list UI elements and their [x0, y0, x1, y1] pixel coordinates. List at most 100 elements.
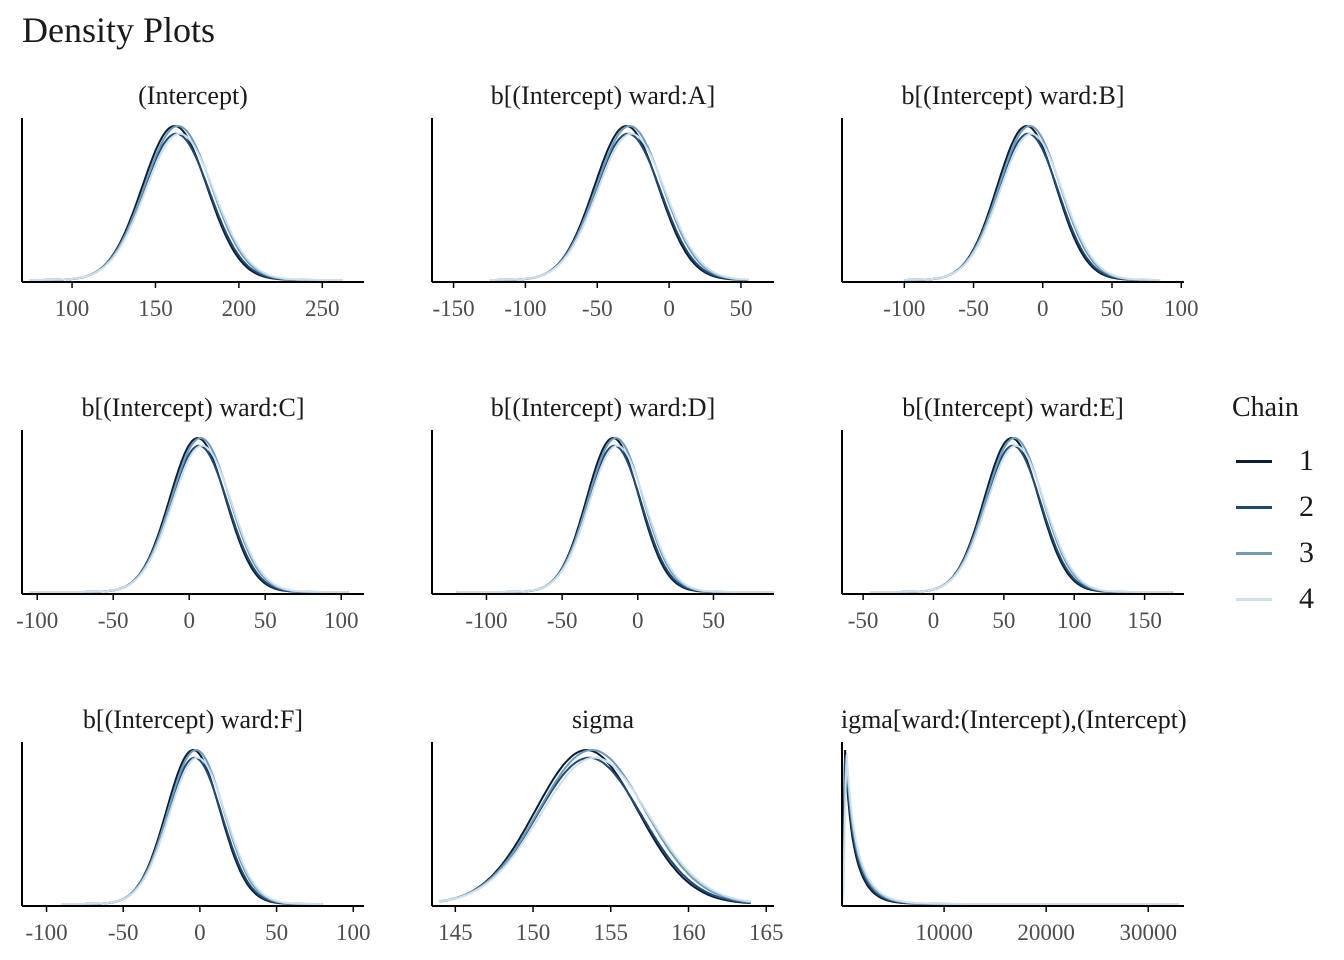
density-line-chain-1: [841, 749, 1179, 905]
x-tick-label: 20000: [1017, 920, 1075, 945]
density-panel: sigma[ward:(Intercept),(Intercept)] 10000…: [831, 705, 1196, 945]
x-tick-label: 0: [1037, 296, 1049, 321]
x-tick-label: 50: [702, 608, 725, 633]
density-line-chain-2: [456, 444, 774, 593]
density-line-chain-3: [841, 761, 1179, 905]
density-line-chain-1: [29, 436, 349, 593]
density-curves: [489, 124, 749, 281]
panel-title: b[(Intercept) ward:B]: [901, 81, 1124, 110]
x-tick-label: 50: [729, 296, 752, 321]
panel-title: (Intercept): [138, 81, 248, 110]
density-line-chain-3: [29, 436, 349, 593]
density-curves: [456, 436, 774, 593]
panel-title: sigma: [572, 705, 635, 734]
x-tick-label: 150: [1127, 608, 1162, 633]
density-curves: [904, 124, 1161, 281]
x-tick-label: 50: [1101, 296, 1124, 321]
density-line-chain-1: [870, 436, 1173, 593]
x-tick-label: -50: [547, 608, 578, 633]
density-line-chain-2: [30, 132, 343, 281]
density-line-chain-4: [904, 132, 1161, 281]
panel-title: sigma[ward:(Intercept),(Intercept)]: [831, 705, 1196, 734]
x-tick-label: -50: [582, 296, 613, 321]
density-curves: [841, 749, 1179, 905]
density-line-chain-3: [456, 436, 774, 593]
x-tick-label: 50: [265, 920, 288, 945]
x-tick-label: -50: [958, 296, 989, 321]
density-line-chain-1: [61, 748, 323, 905]
density-panel: b[(Intercept) ward:F] -100 -50 0 50 100: [21, 705, 371, 945]
density-line-chain-3: [489, 124, 749, 281]
x-tick-label: 0: [183, 608, 195, 633]
chart-title: Density Plots: [22, 10, 216, 50]
density-line-chain-1: [904, 124, 1161, 281]
x-tick-label: 150: [516, 920, 551, 945]
density-line-chain-1: [30, 124, 343, 281]
x-tick-label: -100: [504, 296, 546, 321]
density-line-chain-3: [904, 124, 1161, 281]
density-line-chain-2: [61, 756, 323, 905]
x-tick-label: 0: [632, 608, 644, 633]
x-tick-label: -150: [432, 296, 474, 321]
density-line-chain-2: [841, 758, 1179, 905]
density-line-chain-4: [30, 132, 343, 281]
x-tick-label: -50: [108, 920, 139, 945]
legend-item-chain-4: 4: [1222, 576, 1332, 622]
density-line-chain-1: [456, 436, 774, 593]
density-panel: b[(Intercept) ward:C] -100 -50 0 50 100: [16, 393, 364, 633]
x-tick-label: 155: [594, 920, 629, 945]
legend-key: [1236, 459, 1272, 463]
density-curves: [870, 436, 1173, 593]
density-line-chain-3: [870, 436, 1173, 593]
x-tick-label: 150: [138, 296, 173, 321]
legend-label: 4: [1299, 582, 1314, 615]
x-tick-label: -50: [848, 608, 879, 633]
x-tick-label: 100: [336, 920, 371, 945]
legend-title: Chain: [1232, 392, 1299, 423]
x-tick-label: 0: [194, 920, 206, 945]
chain-legend: Chain 1 2 3 4: [1222, 392, 1332, 622]
x-tick-label: 145: [438, 920, 473, 945]
panel-title: b[(Intercept) ward:F]: [83, 705, 303, 734]
density-line-chain-4: [841, 754, 1179, 905]
legend-label: 3: [1299, 536, 1314, 569]
x-tick-label: 50: [254, 608, 277, 633]
density-line-chain-3: [30, 124, 343, 281]
density-line-chain-4: [456, 444, 774, 593]
x-tick-label: 250: [305, 296, 340, 321]
panel-title: b[(Intercept) ward:C]: [81, 393, 304, 422]
density-line-chain-4: [61, 756, 323, 905]
x-tick-label: 0: [663, 296, 675, 321]
density-panel: (Intercept) 100 150 200 250: [21, 81, 364, 321]
x-tick-label: 200: [222, 296, 257, 321]
x-tick-label: 160: [671, 920, 706, 945]
x-tick-label: 100: [55, 296, 90, 321]
x-tick-label: 30000: [1120, 920, 1178, 945]
density-line-chain-4: [489, 132, 749, 281]
x-tick-label: -100: [16, 608, 58, 633]
x-tick-label: -100: [465, 608, 507, 633]
x-tick-label: 100: [1057, 608, 1092, 633]
density-curves: [29, 436, 349, 593]
x-tick-label: 100: [1164, 296, 1199, 321]
legend-item-chain-2: 2: [1222, 484, 1332, 530]
density-line-chain-2: [870, 444, 1173, 593]
x-tick-label: 50: [992, 608, 1015, 633]
density-line-chain-4: [29, 444, 349, 593]
x-tick-label: -50: [98, 608, 129, 633]
density-line-chain-2: [904, 132, 1161, 281]
density-line-chain-2: [489, 132, 749, 281]
density-panel: sigma 145 150 155 160 165: [431, 705, 783, 945]
density-panel: b[(Intercept) ward:E] -50 0 50 100 150: [841, 393, 1184, 633]
density-line-chain-4: [439, 756, 751, 903]
legend-label: 1: [1299, 444, 1314, 477]
density-curves: [30, 124, 343, 281]
x-tick-label: -100: [883, 296, 925, 321]
density-line-chain-1: [489, 125, 749, 281]
x-tick-label: 0: [928, 608, 940, 633]
density-line-chain-4: [870, 444, 1173, 593]
panel-title: b[(Intercept) ward:E]: [902, 393, 1124, 422]
density-curves: [439, 749, 751, 905]
density-line-chain-1: [439, 749, 751, 905]
density-curves: [61, 748, 323, 905]
